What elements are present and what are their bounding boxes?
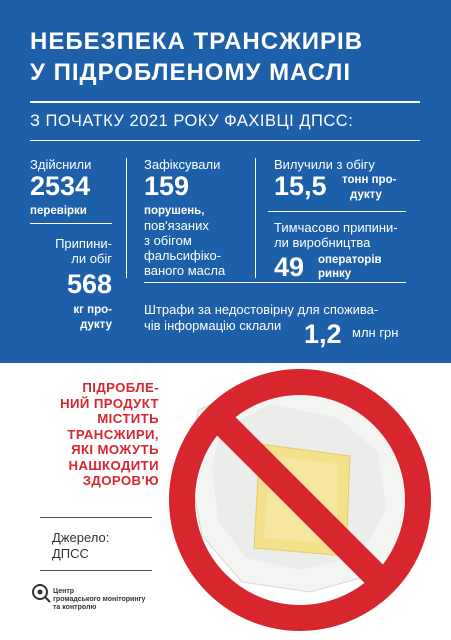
subtitle-divider (30, 140, 420, 141)
row-divider-left (30, 223, 112, 224)
violations-desc-3: фальсифіко- (144, 248, 222, 263)
headline-line-2: У ПІДРОБЛЕНОМУ МАСЛІ (30, 59, 352, 86)
fines-text-2: чів інформацію склали (144, 318, 282, 333)
warning-line-1: ПІДРОБЛЕ- (82, 380, 159, 395)
column-divider-2 (255, 158, 256, 278)
butter-prohibited-illustration (169, 369, 431, 631)
fines-text-1: Штрафи за недостовірну для спожива- (144, 302, 379, 317)
row-divider-bottom (144, 282, 406, 283)
warning-line-2: НИЙ ПРОДУКТ (60, 395, 159, 411)
withdrawn-unit-1: тонн про- (342, 174, 397, 186)
magnifier-logo-icon (32, 584, 51, 603)
warning-line-4: ТРАНСЖИРИ, (67, 426, 159, 442)
production-unit-1: операторів (318, 254, 382, 266)
fines-value: 1,2 (304, 319, 342, 349)
stopped-value: 568 (66, 269, 112, 299)
source-label: Джерело: (52, 530, 110, 545)
violations-desc-1: пов'язаних (144, 218, 209, 233)
inspections-label: Здійснили (30, 157, 92, 172)
production-value: 49 (274, 252, 305, 282)
headline-divider (30, 101, 420, 103)
violations-unit: порушень, (144, 205, 205, 217)
subtitle: З ПОЧАТКУ 2021 РОКУ ФАХІВЦІ ДПСС: (30, 112, 354, 130)
violations-desc-2: з обігом (144, 233, 192, 248)
stopped-unit-1: кг про- (73, 304, 112, 316)
source-divider-bottom (40, 570, 152, 571)
warning-line-3: МІСТИТЬ (97, 411, 159, 426)
withdrawn-value: 15,5 (274, 171, 327, 201)
violations-desc-4: ваного масла (144, 263, 226, 278)
withdrawn-unit-2: дукту (350, 189, 382, 201)
warning-text: ПІДРОБЛЕ- НИЙ ПРОДУКТ МІСТИТЬ ТРАНСЖИРИ,… (22, 380, 159, 489)
violations-value: 159 (144, 171, 190, 201)
column-divider-1 (126, 158, 127, 278)
header-panel (0, 0, 451, 363)
withdrawn-label: Вилучили з обігу (274, 157, 375, 172)
stopped-unit-2: дукту (80, 319, 112, 331)
logo-line-3: та контролю (53, 604, 97, 611)
row-divider-right (268, 211, 406, 212)
inspections-value: 2534 (30, 171, 91, 201)
fines-unit: млн грн (352, 325, 399, 340)
warning-line-6: НАШКОДИТИ (68, 457, 159, 473)
inspections-unit: перевірки (30, 205, 87, 217)
production-label-1: Тимчасово припини- (274, 220, 398, 235)
source: Джерело: ДПСС (52, 530, 152, 562)
production-unit-2: ринку (318, 268, 352, 280)
logo-line-2: громадського моніторингу (53, 596, 146, 603)
warning-line-7: ЗДОРОВ'Ю (82, 473, 159, 488)
logo-text: Центр громадського моніторингу та контро… (53, 588, 145, 612)
warning-line-5: ЯКІ МОЖУТЬ (71, 442, 159, 457)
headline-line-1: НЕБЕЗПЕКА ТРАНСЖИРІВ (30, 28, 364, 55)
violations-label: Зафіксували (144, 157, 221, 172)
source-value: ДПСС (52, 546, 89, 561)
stopped-label-2: ли обіг (71, 251, 112, 266)
headline: НЕБЕЗПЕКА ТРАНСЖИРІВ У ПІДРОБЛЕНОМУ МАСЛ… (30, 26, 430, 88)
stopped-label-1: Припини- (55, 236, 112, 251)
source-divider-top (40, 517, 152, 518)
prohibition-sign (169, 369, 431, 631)
production-label-2: ли виробництва (274, 235, 371, 250)
logo-line-1: Центр (53, 588, 75, 595)
